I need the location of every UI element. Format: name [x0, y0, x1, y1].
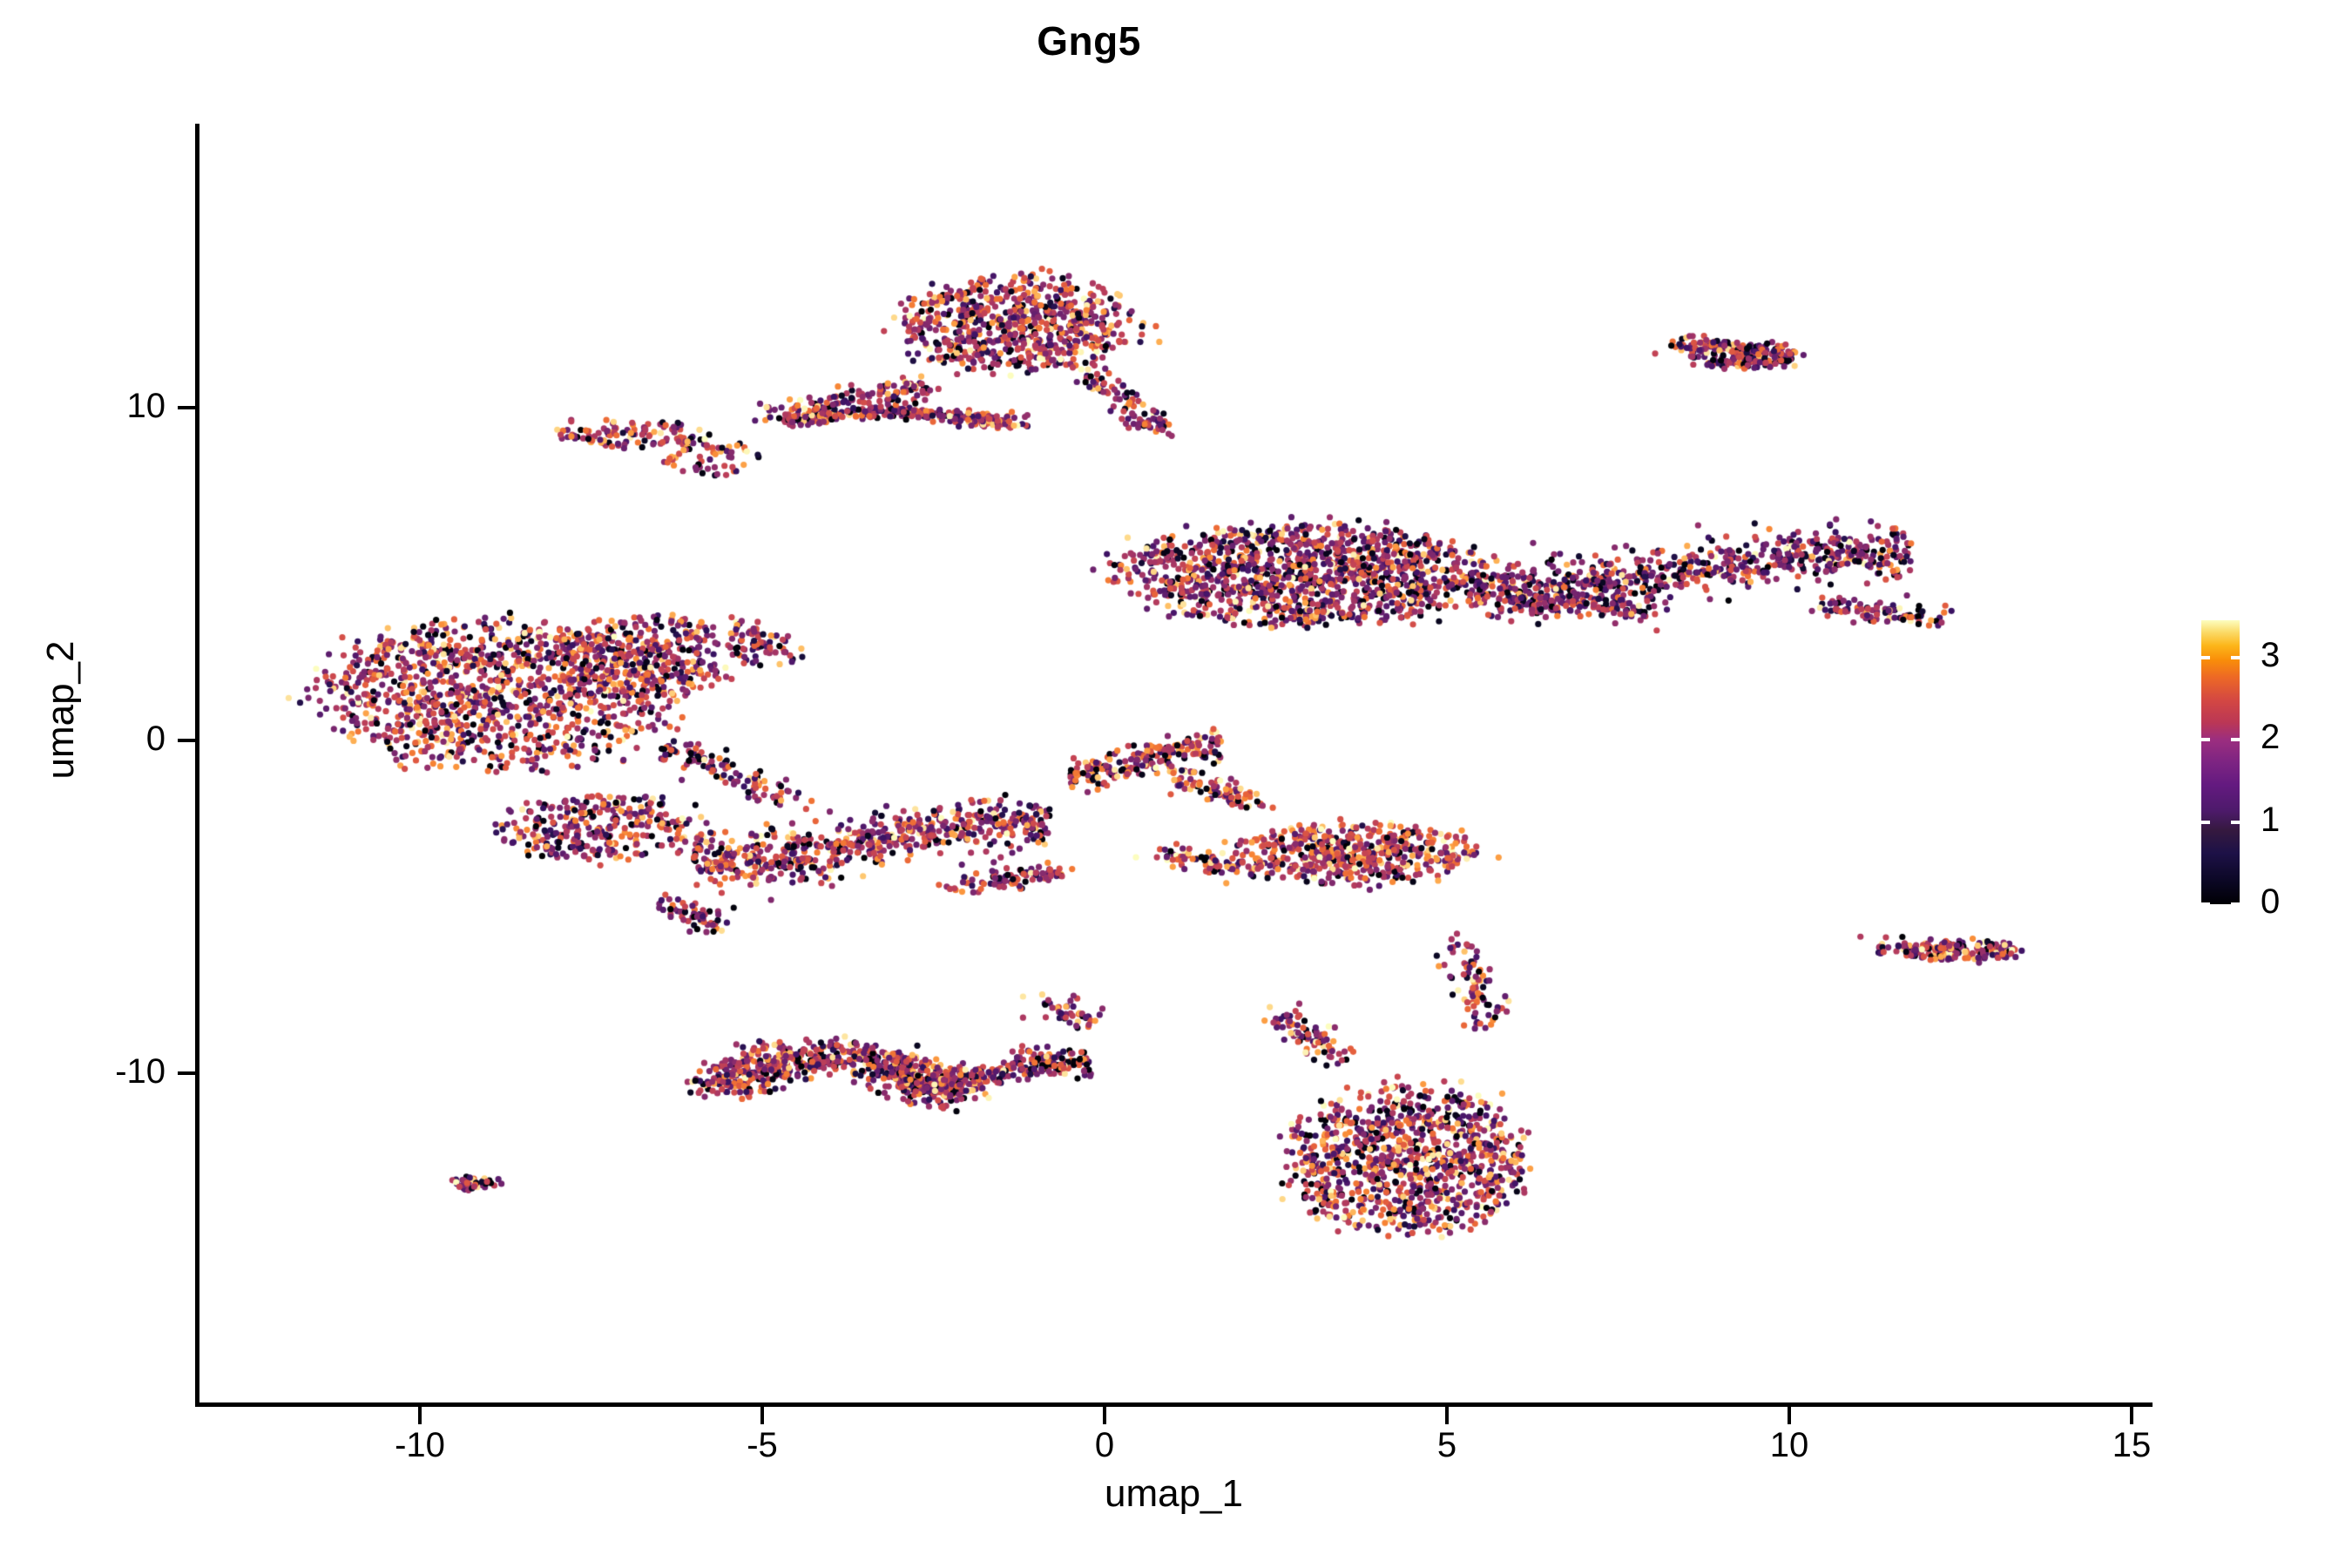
- x-tick-mark: [760, 1407, 764, 1424]
- x-tick-label: 5: [1436, 1426, 1457, 1464]
- colorbar-tick-mark: [2231, 902, 2240, 906]
- x-axis-label: umap_1: [1104, 1472, 1243, 1515]
- colorbar-tick-label: 2: [2261, 718, 2281, 756]
- x-tick-label: 15: [2112, 1426, 2152, 1464]
- colorbar-tick-label: 3: [2261, 635, 2281, 674]
- y-tick-label: -10: [115, 1052, 166, 1091]
- x-axis-spine: [195, 1402, 2153, 1407]
- colorbar-tick-mark: [2201, 820, 2210, 824]
- x-tick-mark: [418, 1407, 422, 1424]
- y-tick-mark: [178, 406, 195, 409]
- colorbar-tick-mark: [2201, 655, 2210, 659]
- colorbar-tick-mark: [2231, 655, 2240, 659]
- y-axis-spine: [195, 124, 199, 1407]
- colorbar-tick-mark: [2231, 738, 2240, 741]
- y-tick-mark: [178, 1071, 195, 1075]
- y-tick-label: 0: [145, 720, 166, 758]
- y-tick-mark: [178, 739, 195, 742]
- colorbar-tick-label: 1: [2261, 800, 2281, 839]
- colorbar-tick-label: 0: [2261, 882, 2281, 921]
- x-tick-label: 10: [1769, 1426, 1809, 1464]
- x-tick-mark: [2130, 1407, 2133, 1424]
- page-title: Gng5: [1037, 18, 1141, 64]
- x-tick-label: 0: [1094, 1426, 1115, 1464]
- colorbar-gradient: [2201, 620, 2240, 904]
- colorbar-tick-mark: [2201, 738, 2210, 741]
- y-axis-label: umap_2: [39, 640, 82, 780]
- x-tick-label: -5: [747, 1426, 778, 1464]
- plot-axes-area: [195, 124, 2152, 1404]
- scatter-plot: [195, 124, 2152, 1404]
- colorbar-tick-mark: [2231, 820, 2240, 824]
- x-tick-mark: [1788, 1407, 1791, 1424]
- x-tick-mark: [1103, 1407, 1106, 1424]
- y-tick-label: 10: [126, 387, 166, 425]
- x-tick-mark: [1445, 1407, 1449, 1424]
- colorbar-tick-mark: [2201, 902, 2210, 906]
- colorbar: [2201, 620, 2240, 904]
- x-tick-label: -10: [395, 1426, 445, 1464]
